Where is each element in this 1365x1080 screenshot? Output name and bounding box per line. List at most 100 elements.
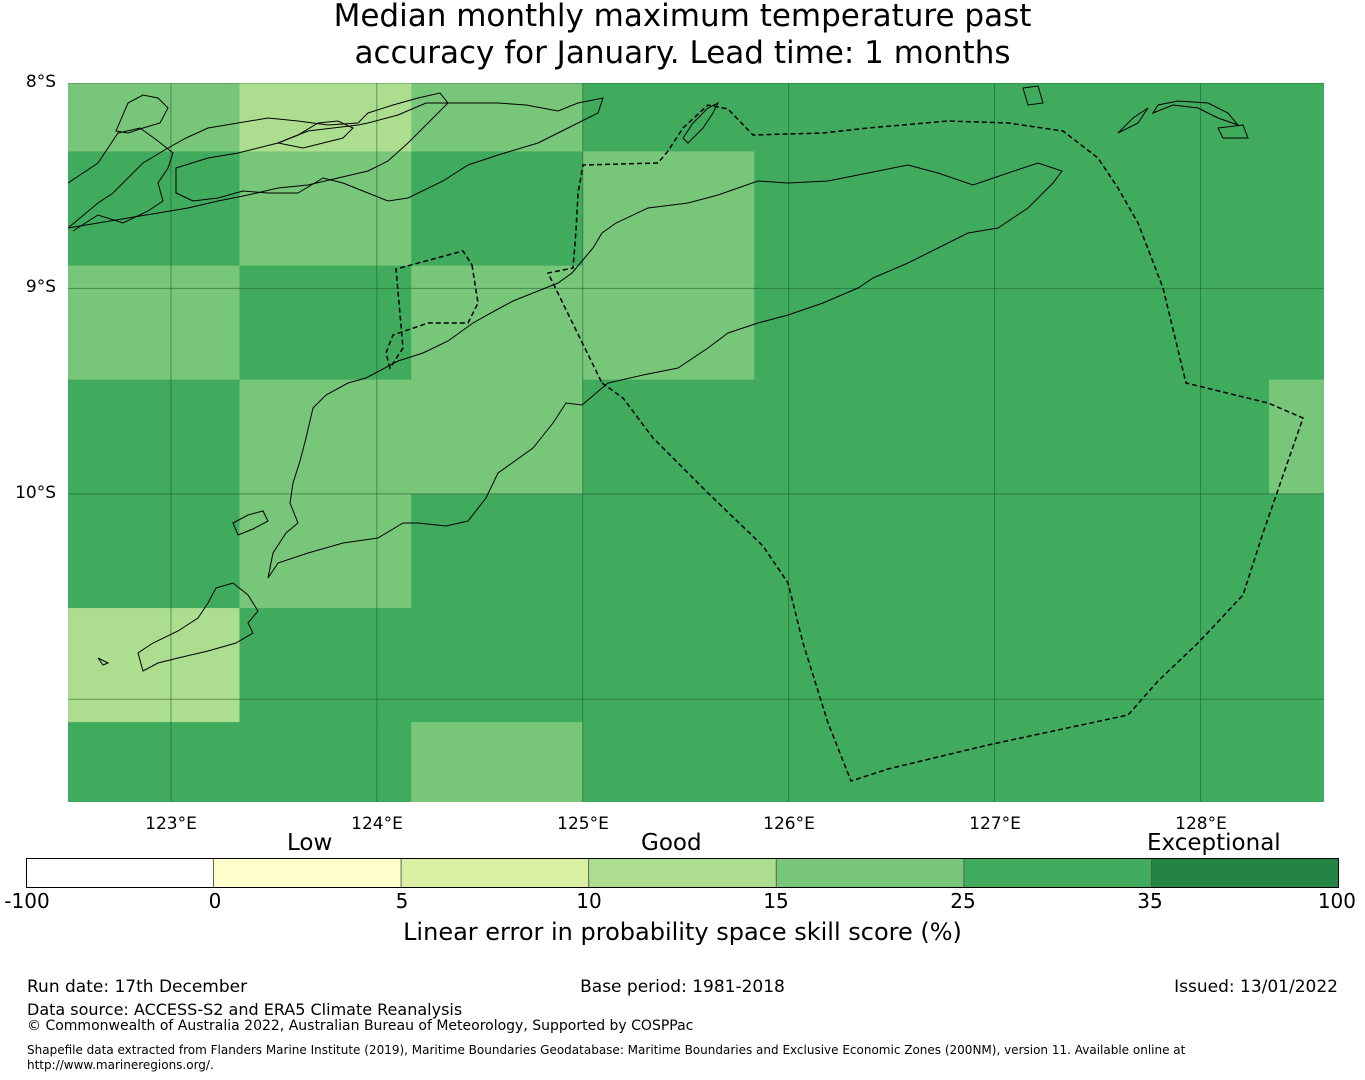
coastline-island-ne-3 [1217,124,1249,139]
grid-cell [1269,151,1324,267]
coastline-island-ne-2 [1151,100,1240,127]
category-label-good: Good [641,830,702,856]
lon-label-127e: 127°E [969,814,1021,834]
coastline-alor [175,97,604,202]
grid-cell [411,83,584,152]
cbar-tick-35: 35 [1137,889,1163,913]
grid-cell [239,265,412,381]
shapefile-credit-line1: Shapefile data extracted from Flanders M… [27,1043,1186,1057]
lon-label-128e: 128°E [1175,814,1227,834]
cbar-tick-25: 25 [950,889,976,913]
chart-title-line1: Median monthly maximum temperature past [333,0,1032,34]
grid-cell [754,265,927,381]
grid-cell [1269,722,1324,802]
colorbar-border [26,858,1339,888]
grid-cell [582,379,755,495]
grid-cell [239,722,412,802]
grid-cell [582,722,755,802]
grid-cell [582,493,755,609]
grid-cell [68,722,241,802]
grid-cell [925,83,1099,152]
grid-cell [754,493,927,609]
lat-label-8s: 8°S [25,72,56,92]
coastline-rote [137,582,259,672]
data-source: Data source: ACCESS-S2 and ERA5 Climate … [27,1000,463,1019]
coastline-sabu [97,657,110,666]
grid-cell [411,722,584,802]
colorbar-segment [1151,858,1339,888]
colorbar-segment [775,858,965,888]
maritime-boundary [385,104,1304,782]
cbar-tick-0: 0 [208,889,222,913]
coastline-sumba-1 [232,510,269,536]
colorbar-title: Linear error in probability space skill … [403,918,962,946]
grid-cell [1097,83,1270,152]
category-label-low: Low [287,830,333,856]
coastline-island-north-2 [276,120,354,149]
grid-cell [68,379,241,495]
eez-boundary-west [385,250,479,370]
coastline-atauro [682,101,720,144]
coastline-wetar [68,127,174,232]
grid-cell [1097,265,1270,381]
lat-label-9s: 9°S [25,277,56,297]
lon-label-125e: 125°E [557,814,609,834]
category-label-exceptional: Exceptional [1147,830,1281,856]
skill-score-map [68,83,1324,802]
grid-cell [68,493,241,609]
base-period: Base period: 1981-2018 [580,977,785,997]
chart-title-line2: accuracy for January. Lead time: 1 month… [354,35,1011,71]
grid-cell [1097,493,1270,609]
colorbar-segment [213,858,402,888]
issued-date: Issued: 13/01/2022 [1174,977,1338,997]
grid-cell [925,379,1099,495]
grid-cell [68,265,241,381]
grid-cell [925,608,1099,723]
cbar-tick-minus100: -100 [4,889,50,913]
cbar-tick-10: 10 [576,889,602,913]
grid-cell [754,83,927,152]
grid-cell [68,151,241,267]
cbar-tick-100: 100 [1317,889,1356,913]
grid-cell [1097,379,1270,495]
coastlines [68,85,1249,672]
grid-cell [925,493,1099,609]
grid-cell [1097,608,1270,723]
grid-cell [239,493,412,609]
coastline-island-n [1022,85,1044,106]
grid-cell [754,722,927,802]
grid-cell [582,151,755,267]
grid-cell [925,151,1099,267]
grid-cell [411,151,584,267]
lon-label-123e: 123°E [145,814,197,834]
grid-cells [68,83,1324,802]
grid-cell [1269,83,1324,152]
run-date: Run date: 17th December [27,977,248,997]
colorbar-segment [26,858,214,888]
grid-cell [1269,608,1324,723]
graticule [68,83,1324,802]
colorbar-segment [588,858,777,888]
grid-cell [582,83,755,152]
grid-cell [754,608,927,723]
grid-cell [411,379,584,495]
eez-boundary-east [546,104,1304,782]
grid-cell [582,608,755,723]
shapefile-credit-line2: http://www.marineregions.org/. [27,1058,214,1072]
grid-cell [239,608,412,723]
grid-cell [754,151,927,267]
grid-cell [754,379,927,495]
lon-label-124e: 124°E [351,814,403,834]
coastline-island-north-1 [115,94,169,134]
grid-cell [239,83,412,152]
grid-cell [1097,151,1270,267]
grid-cell [582,265,755,381]
coastline-flores-east [68,92,449,229]
coastline-timor [267,162,1063,579]
grid-cell [411,493,584,609]
grid-cell [239,151,412,267]
grid-cell [1269,493,1324,609]
coastline-island-ne [1117,107,1149,134]
grid-cell [1097,722,1270,802]
grid-cell [925,265,1099,381]
